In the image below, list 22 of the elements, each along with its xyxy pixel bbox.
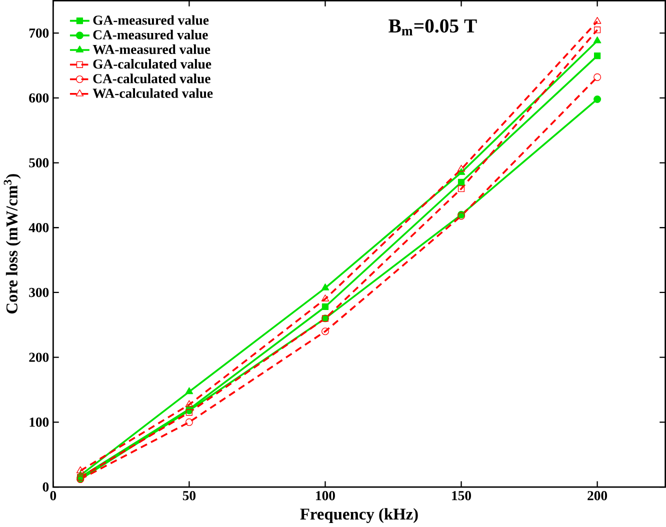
x-tick-label: 0	[50, 491, 56, 500]
legend-label: WA-calculated value	[92, 88, 213, 98]
y-tick-label: 400	[28, 223, 49, 232]
y-tick-label: 0	[42, 482, 49, 492]
y-tick-label: 100	[30, 418, 49, 427]
y-tick-label: 300	[29, 288, 49, 298]
legend-label: GA-measured value	[93, 15, 209, 25]
y-tick-label: 700	[29, 28, 49, 38]
legend-label: CA-measured value	[93, 30, 208, 40]
x-tick-label: 150	[452, 491, 471, 500]
legend-label: WA-measured value	[92, 44, 210, 54]
x-axis-title: Frequency (kHz)	[300, 508, 418, 524]
x-tick-label: 200	[588, 491, 608, 500]
y-tick-label: 200	[29, 352, 49, 362]
y-tick-label: 500	[29, 158, 49, 168]
x-tick-label: 100	[316, 491, 335, 500]
annotation: B$_{m}$=0.05 T	[388, 19, 477, 36]
y-axis-title: Core loss (mW/cm$^{3}$)	[4, 174, 21, 314]
legend-label: CA-calculated value	[93, 74, 210, 84]
x-tick-label: 50	[182, 491, 196, 500]
legend-label: GA-calculated value	[93, 59, 212, 69]
y-tick-label: 600	[29, 93, 49, 103]
